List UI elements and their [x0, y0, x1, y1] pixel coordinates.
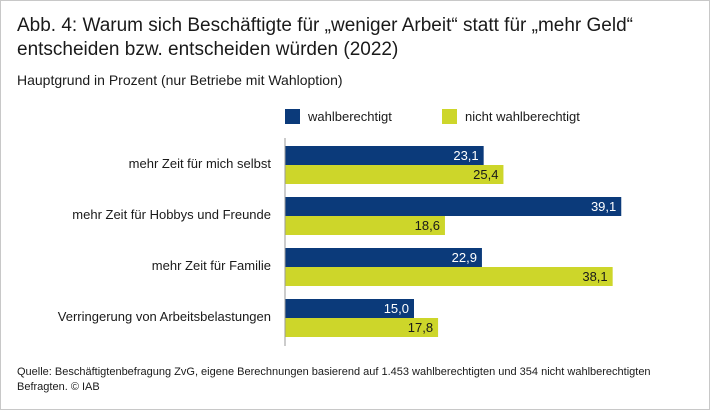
chart-title: Abb. 4: Warum sich Beschäftigte für „wen… — [17, 14, 697, 62]
data-label: 17,8 — [408, 320, 433, 335]
legend-item-wahlberechtigt: wahlberechtigt — [285, 107, 392, 125]
legend-swatch-wahlberechtigt — [285, 108, 300, 124]
chart-title-line-2: entscheiden bzw. entscheiden würden (202… — [17, 39, 399, 60]
bar-wahlberechtigt — [285, 146, 484, 165]
bar-wahlberechtigt — [285, 299, 414, 318]
data-label: 38,1 — [582, 269, 607, 284]
data-label: 39,1 — [591, 199, 616, 214]
data-label: 25,4 — [473, 167, 498, 182]
data-label: 22,9 — [452, 250, 477, 265]
bar-wahlberechtigt — [285, 197, 622, 216]
chart-subtitle: Hauptgrund in Prozent (nur Betriebe mit … — [17, 72, 343, 88]
category-label: mehr Zeit für Hobbys und Freunde — [72, 207, 271, 222]
data-label: 15,0 — [384, 301, 409, 316]
data-label: 18,6 — [415, 218, 440, 233]
category-label: mehr Zeit für Familie — [152, 258, 271, 273]
source-note: Quelle: Beschäftigtenbefragung ZvG, eige… — [17, 366, 651, 393]
bar-nicht-wahlberechtigt — [285, 165, 504, 184]
bar-nicht-wahlberechtigt — [285, 267, 613, 286]
legend-label-nicht-wahlberechtigt: nicht wahlberechtigt — [465, 108, 580, 124]
bar-nicht-wahlberechtigt — [285, 318, 439, 337]
bar-wahlberechtigt — [285, 248, 482, 267]
category-label: Verringerung von Arbeitsbelastungen — [58, 309, 271, 324]
legend-label-wahlberechtigt: wahlberechtigt — [308, 108, 392, 124]
chart-title-line-1: Abb. 4: Warum sich Beschäftigte für „wen… — [17, 15, 633, 36]
data-label: 23,1 — [453, 148, 478, 163]
bar-nicht-wahlberechtigt — [285, 216, 445, 235]
category-label: mehr Zeit für mich selbst — [129, 156, 272, 171]
legend-swatch-nicht-wahlberechtigt — [442, 108, 457, 124]
bar-chart: mehr Zeit für mich selbst 23,1 25,4 mehr Ze… — [58, 138, 622, 346]
legend-item-nicht-wahlberechtigt: nicht wahlberechtigt — [442, 107, 580, 125]
